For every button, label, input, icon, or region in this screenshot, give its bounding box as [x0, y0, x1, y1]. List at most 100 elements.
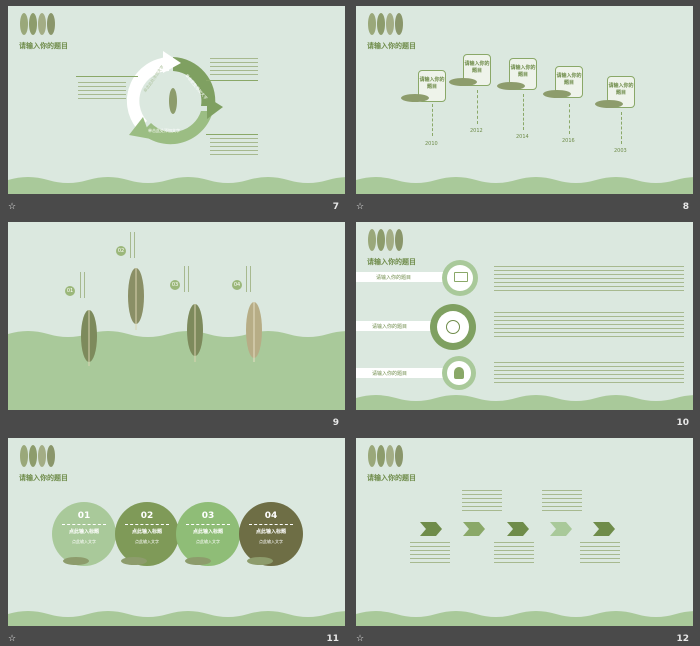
marker-01: 01 — [65, 286, 75, 296]
leaves-icon — [368, 445, 403, 467]
footer-12: ☆ 12 — [356, 634, 689, 646]
wave-decoration — [356, 395, 693, 410]
text-block-right-bottom — [210, 138, 258, 158]
slide-10[interactable]: 请输入你的题目 请输入你的题目 请输入你的题目 请输入你的题目 — [356, 222, 693, 410]
feather-leaf-1 — [81, 310, 97, 366]
slide-11[interactable]: 请输入你的题目 01 点此输入标题 点此输入文字 02 点此输入标题 点此输入文… — [8, 438, 345, 626]
slide-number: 7 — [332, 202, 339, 212]
vertical-text-1 — [80, 272, 88, 298]
slide-number: 11 — [326, 634, 339, 644]
chevron-step-4 — [550, 522, 572, 536]
stopwatch-icon — [446, 320, 460, 334]
marker-02: 02 — [116, 246, 126, 256]
card-title: 点此输入标题 — [255, 529, 286, 535]
card-title: 点此输入标题 — [68, 529, 99, 535]
leaf-icon — [247, 557, 273, 565]
text-columns-1 — [494, 266, 684, 292]
card-subtitle: 点此输入文字 — [72, 539, 96, 544]
step-text-4 — [542, 490, 582, 512]
slide-7[interactable]: 请输入你的题目 单击此处添加文字 单击此处添加文字 单击此处添加文字 — [8, 6, 345, 194]
star-icon: ☆ — [8, 634, 17, 644]
slide-title: 请输入你的题目 — [367, 42, 416, 50]
slide-9[interactable]: 01 02 03 04 — [8, 222, 345, 410]
card-subtitle: 点此输入文字 — [135, 539, 159, 544]
chevron-step-3 — [507, 522, 529, 536]
feather-leaf-4 — [246, 302, 262, 362]
slide-8[interactable]: 请输入你的题目 请输入你的题目 2010 请输入你的题目 2012 请输入你的题… — [356, 6, 693, 194]
row-label-3: 请输入你的题目 — [372, 371, 408, 377]
marker-03: 03 — [170, 280, 180, 290]
leaf-icon — [497, 82, 525, 90]
divider — [206, 80, 258, 81]
divider — [76, 76, 138, 77]
text-block-left — [78, 82, 126, 100]
leaf-icon — [401, 94, 429, 102]
slide-title: 请输入你的题目 — [367, 258, 416, 266]
text-columns-2 — [494, 312, 684, 338]
divider — [249, 524, 293, 525]
slide-title: 请输入你的题目 — [19, 42, 68, 50]
leaves-icon — [368, 13, 403, 35]
wave-decoration — [8, 177, 345, 194]
slide-12[interactable]: 请输入你的题目 — [356, 438, 693, 626]
timeline-connector — [569, 104, 570, 134]
card-subtitle: 点此输入文字 — [196, 539, 220, 544]
timeline-connector — [621, 112, 622, 144]
vertical-text-2 — [130, 232, 138, 258]
star-icon: ☆ — [356, 202, 365, 212]
card-number: 03 — [201, 511, 215, 521]
chevron-step-2 — [463, 522, 485, 536]
vertical-text-4 — [246, 266, 254, 292]
card-title: 点此输入标题 — [131, 529, 162, 535]
star-icon: ☆ — [8, 202, 17, 212]
card-03: 03 点此输入标题 点此输入文字 — [176, 502, 240, 566]
row-bar-1 — [356, 272, 448, 282]
cycle-label-3: 单击此处添加文字 — [148, 128, 180, 133]
feather-leaf-3 — [187, 304, 203, 362]
card-subtitle: 点此输入文字 — [259, 539, 283, 544]
slide-number: 12 — [676, 634, 689, 644]
card-title: 点此输入标题 — [192, 529, 223, 535]
footer-11: ☆ 11 — [8, 634, 339, 646]
wave-decoration — [356, 177, 693, 194]
leaves-icon — [20, 445, 55, 467]
step-text-1 — [410, 542, 450, 564]
laptop-icon — [454, 272, 468, 282]
step-text-2 — [462, 490, 502, 512]
row-label-1: 请输入你的题目 — [376, 275, 412, 281]
leaf-icon — [449, 78, 477, 86]
card-02: 02 点此输入标题 点此输入文字 — [115, 502, 179, 566]
wave-decoration — [8, 611, 345, 626]
divider — [62, 524, 106, 525]
timeline-connector — [477, 90, 478, 124]
timeline-year-3: 2014 — [516, 134, 529, 140]
card-number: 04 — [264, 511, 278, 521]
leaf-icon — [595, 100, 623, 108]
card-04: 04 点此输入标题 点此输入文字 — [239, 502, 303, 566]
leaf-icon — [543, 90, 571, 98]
vertical-text-3 — [184, 266, 192, 292]
leaf-icon — [121, 557, 147, 565]
slide-number: 8 — [682, 202, 689, 212]
star-icon: ☆ — [356, 634, 365, 644]
chevron-step-1 — [420, 522, 442, 536]
card-01: 01 点此输入标题 点此输入文字 — [52, 502, 116, 566]
leaf-icon — [63, 557, 89, 565]
feather-leaf-2 — [128, 268, 144, 330]
row-label-2: 请输入你的题目 — [372, 324, 408, 330]
chevron-step-5 — [593, 522, 615, 536]
divider — [125, 524, 169, 525]
slide-title: 请输入你的题目 — [367, 474, 416, 482]
timeline-connector — [523, 94, 524, 130]
wave-decoration — [356, 611, 693, 626]
wave-background — [8, 331, 345, 410]
timeline-year-4: 2016 — [562, 138, 575, 144]
marker-04: 04 — [232, 280, 242, 290]
leaves-icon — [20, 13, 55, 35]
cycle-diagram — [126, 51, 223, 145]
step-text-3 — [494, 542, 534, 564]
row-bar-3 — [356, 368, 448, 378]
footer-9: 9 — [8, 418, 339, 430]
slide-number: 9 — [332, 418, 339, 428]
leaf-icon — [185, 557, 211, 565]
